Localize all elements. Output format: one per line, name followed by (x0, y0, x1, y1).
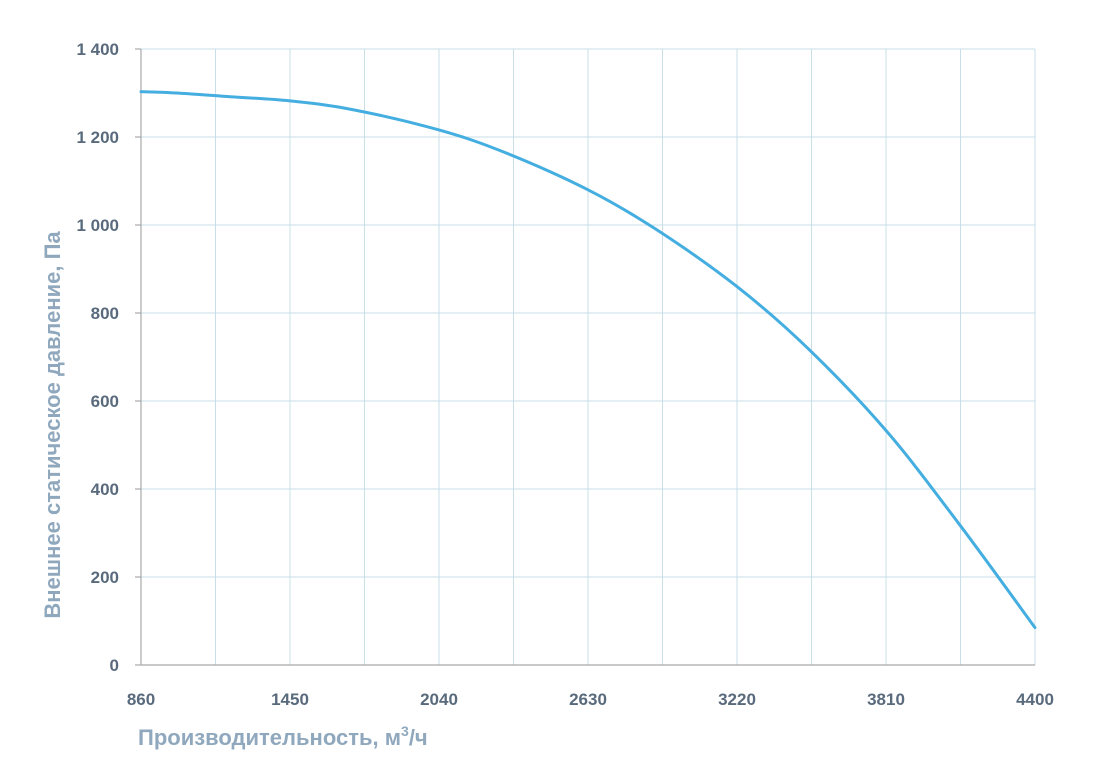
gridlines (141, 48, 1036, 665)
y-tick-label: 200 (91, 568, 119, 587)
x-axis-title-main: Производительность, м (138, 725, 401, 750)
y-axis-title: Внешнее статическое давление, Па (40, 231, 65, 619)
y-tick-labels: 0 200 400 600 800 1 000 1 200 1 400 (76, 40, 119, 675)
x-tick-label: 4400 (1016, 690, 1054, 709)
x-axis-title-suffix: /ч (409, 725, 428, 750)
y-tick-label: 400 (91, 480, 119, 499)
axes (135, 48, 1035, 666)
x-tick-label: 3810 (867, 690, 905, 709)
series-layer (139, 90, 1037, 630)
y-tick-label: 1 000 (76, 216, 119, 235)
y-tick-label: 800 (91, 304, 119, 323)
x-tick-label: 2630 (569, 690, 607, 709)
y-tick-label: 0 (110, 656, 119, 675)
series-line (139, 90, 1037, 630)
x-tick-label: 2040 (420, 690, 458, 709)
x-tick-label: 1450 (271, 690, 309, 709)
y-tick-label: 1 200 (76, 128, 119, 147)
x-tick-labels: 860 1450 2040 2630 3220 3810 4400 (127, 690, 1054, 709)
y-tick-label: 1 400 (76, 40, 119, 59)
x-tick-label: 860 (127, 690, 155, 709)
x-axis-title-sup: 3 (401, 723, 409, 739)
y-tick-label: 600 (91, 392, 119, 411)
x-tick-label: 3220 (718, 690, 756, 709)
x-axis-title: Производительность, м3/ч (138, 723, 428, 750)
